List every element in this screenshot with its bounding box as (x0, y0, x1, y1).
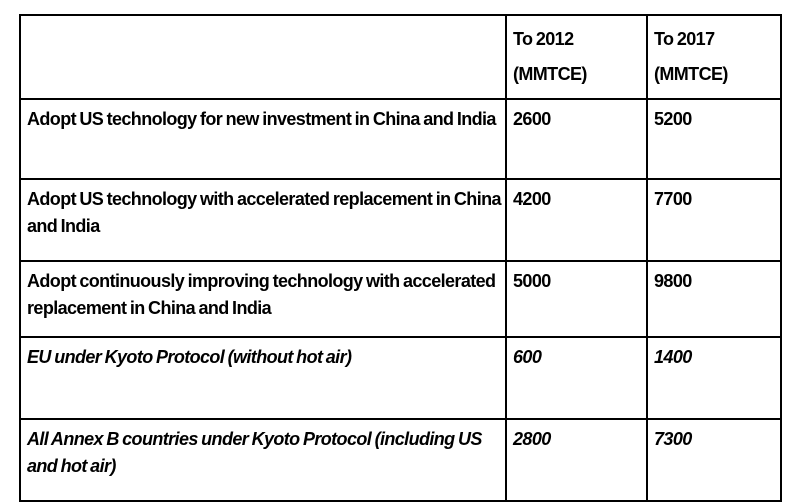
header-2017-line2: (MMTCE) (654, 64, 728, 84)
row-value-2012: 5000 (505, 260, 648, 338)
row-value-2012: 600 (505, 336, 648, 420)
row-value-2017: 1400 (646, 336, 782, 420)
header-cell-2017: To 2017 (MMTCE) (646, 14, 782, 100)
table-row: Adopt continuously improving technology … (19, 260, 782, 338)
table-header-row: To 2012 (MMTCE) To 2017 (MMTCE) (19, 14, 782, 100)
table-row: Adopt US technology for new investment i… (19, 98, 782, 180)
row-value-2012: 2800 (505, 418, 648, 502)
table-row: Adopt US technology with accelerated rep… (19, 178, 782, 262)
row-value-2017: 9800 (646, 260, 782, 338)
header-cell-2012: To 2012 (MMTCE) (505, 14, 648, 100)
header-2017-line1: To 2017 (654, 29, 715, 49)
row-value-2012: 2600 (505, 98, 648, 180)
row-value-2017: 5200 (646, 98, 782, 180)
row-value-2017: 7300 (646, 418, 782, 502)
emissions-table-container: To 2012 (MMTCE) To 2017 (MMTCE) Adopt US… (19, 14, 782, 502)
table-row: All Annex B countries under Kyoto Protoc… (19, 418, 782, 502)
header-2012-line1: To 2012 (513, 29, 574, 49)
row-label: Adopt US technology for new investment i… (19, 98, 507, 180)
row-value-2017: 7700 (646, 178, 782, 262)
row-label: EU under Kyoto Protocol (without hot air… (19, 336, 507, 420)
header-2012-line2: (MMTCE) (513, 64, 587, 84)
header-empty-cell (19, 14, 507, 100)
row-label: Adopt US technology with accelerated rep… (19, 178, 507, 262)
row-value-2012: 4200 (505, 178, 648, 262)
table-row: EU under Kyoto Protocol (without hot air… (19, 336, 782, 420)
row-label: All Annex B countries under Kyoto Protoc… (19, 418, 507, 502)
emissions-table: To 2012 (MMTCE) To 2017 (MMTCE) Adopt US… (19, 14, 782, 502)
row-label: Adopt continuously improving technology … (19, 260, 507, 338)
